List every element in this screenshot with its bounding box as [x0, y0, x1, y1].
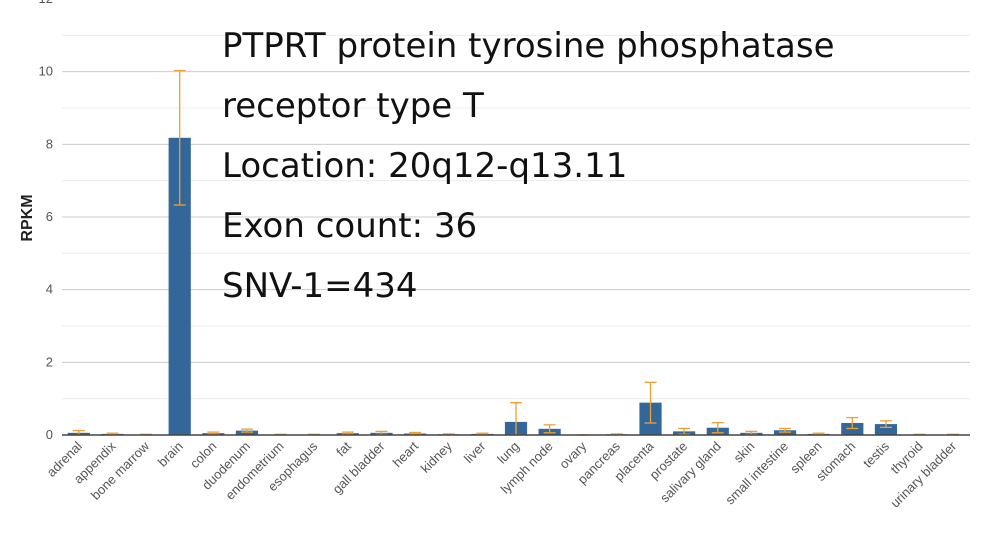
- gene-title-line-2: receptor type T: [222, 86, 484, 126]
- y-tick-label: 8: [46, 136, 53, 151]
- y-axis-label: RPKM: [19, 194, 36, 241]
- y-tick-label: 6: [46, 209, 53, 224]
- gene-exon-count: Exon count: 36: [222, 206, 478, 246]
- error-bar: [240, 428, 253, 433]
- error-bar: [173, 69, 186, 206]
- x-tick-label: fat: [333, 438, 354, 459]
- gene-snv: SNV-1=434: [222, 266, 418, 306]
- gridlines: [62, 34, 970, 400]
- error-bar: [644, 381, 657, 424]
- x-tick-label: brain: [155, 439, 186, 470]
- gene-info: PTPRT protein tyrosine phosphatase recep…: [222, 16, 835, 316]
- error-bar: [543, 424, 556, 434]
- x-tick-label: skin: [731, 439, 758, 466]
- bar: [235, 430, 259, 435]
- error-bar: [711, 421, 724, 434]
- y-tick-label: 2: [46, 354, 53, 369]
- bar: [168, 137, 191, 435]
- bar: [874, 424, 898, 435]
- x-tick-label: liver: [461, 438, 489, 466]
- error-bar: [779, 427, 792, 433]
- gene-title-line-1: PTPRT protein tyrosine phosphatase: [222, 26, 835, 66]
- y-tick-label: 0: [46, 427, 53, 442]
- error-bar: [846, 416, 859, 430]
- x-tick-label: lung: [494, 439, 522, 467]
- gene-location: Location: 20q12-q13.11: [222, 146, 628, 186]
- y-tick-label: 10: [39, 64, 53, 79]
- error-bar: [879, 420, 892, 429]
- y-axis-ticks: 0 2 4 6 8 10 12: [39, 0, 53, 442]
- y-tick-label: 12: [39, 0, 53, 6]
- x-tick-label: kidney: [418, 438, 456, 476]
- y-tick-label: 4: [46, 282, 53, 297]
